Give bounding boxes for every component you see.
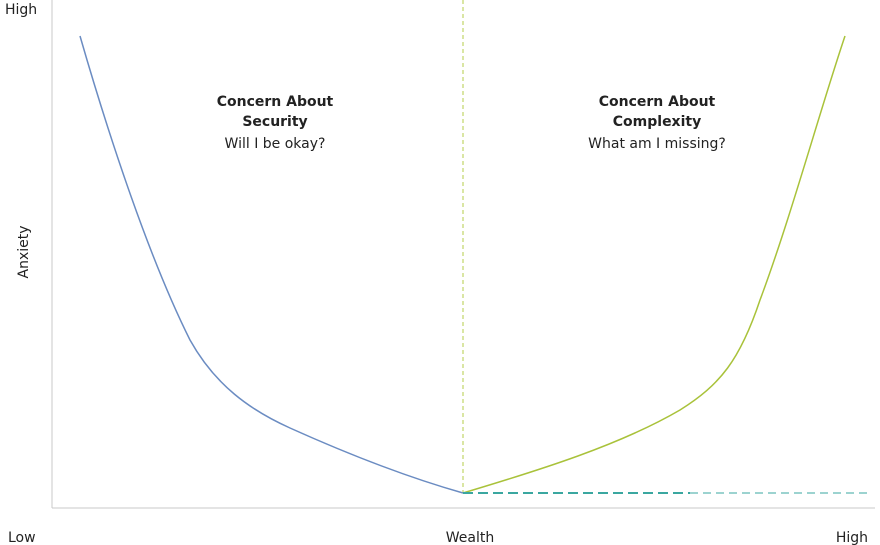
annotation-question: Will I be okay?	[225, 136, 326, 152]
x-axis-title: Wealth	[446, 530, 494, 545]
annotation-heading: Concern About	[217, 94, 334, 110]
annotation-heading: Concern About	[599, 94, 716, 110]
complexity-curve	[462, 35, 846, 494]
annotation-question: What am I missing?	[588, 136, 726, 152]
y-top-label: High	[5, 2, 37, 18]
y-axis-title: Anxiety	[16, 225, 32, 278]
x-right-label: High	[836, 530, 868, 545]
annotation-heading: Complexity	[613, 114, 701, 130]
security-curve	[79, 35, 464, 494]
x-left-label: Low	[8, 530, 36, 545]
annotation-heading: Security	[242, 114, 307, 130]
